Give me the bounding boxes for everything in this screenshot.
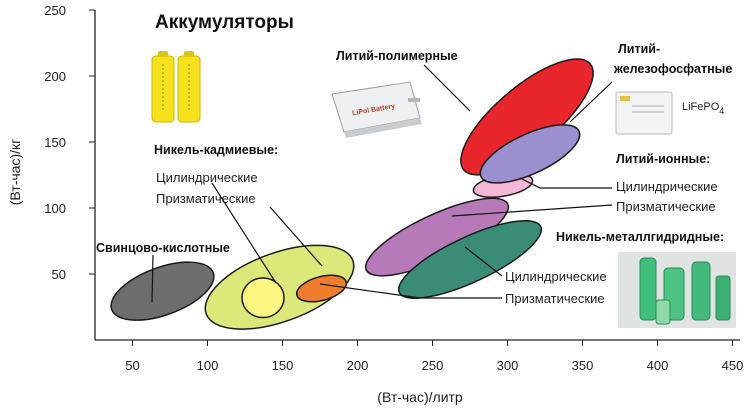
label-nicd-pri: Призматические [156, 191, 256, 206]
battery-regions [110, 58, 594, 330]
region-lifepo4 [479, 124, 581, 184]
x-tick-label: 200 [347, 358, 369, 373]
label-nicd: Никель-кадмиевые: [154, 143, 278, 157]
leader-li-poly [423, 64, 471, 112]
leader-li-ion-pri [451, 204, 613, 217]
leader-lines [151, 64, 613, 303]
label-li-ion: Литий-ионные: [616, 152, 710, 166]
label-li-ion-pri: Призматические [616, 199, 716, 214]
label-lead-acid: Свинцово-кислотные [96, 241, 230, 255]
region-nicd-pri [295, 274, 348, 303]
leader-nimh-pri [319, 283, 502, 299]
label-nimh-cyl: Цилиндрические [505, 269, 607, 284]
leader-nicd-cyl [211, 182, 277, 284]
aa-batteries-illustration [151, 51, 201, 123]
y-tick-label: 100 [44, 201, 66, 216]
nimh-illustration [618, 252, 736, 328]
region-nimh-cyl [397, 219, 543, 299]
x-tick-label: 50 [125, 358, 139, 373]
region-nicd-cyl [241, 277, 285, 319]
chart-title: Аккумуляторы [155, 12, 294, 33]
label-nimh: Никель-металлгидридные: [556, 230, 724, 244]
leader-li-ion-cyl [519, 177, 612, 189]
axes [94, 10, 740, 341]
leader-lead-acid [151, 254, 154, 303]
lifepo4-badge-main: LiFePO [682, 101, 720, 113]
x-tick-label: 350 [572, 358, 594, 373]
y-tick-labels: 50 100 150 200 250 [44, 3, 95, 282]
x-tick-label: 150 [272, 358, 294, 373]
leader-nimh-cyl [464, 246, 503, 277]
label-nicd-cyl: Цилиндрические [156, 170, 258, 185]
leader-lifepo4 [569, 81, 613, 123]
leader-nicd-pri [269, 206, 323, 267]
x-tick-label: 100 [197, 358, 219, 373]
lipo-battery-illustration: LiPol Battery [331, 81, 422, 138]
label-li-poly: Литий-полимерные [336, 49, 458, 63]
label-lifepo4-line1: Литий- [618, 42, 660, 56]
lifepo4-badge: LiFePO4 [682, 101, 724, 116]
lifepo4-badge-sub: 4 [719, 106, 724, 116]
label-nimh-pri: Призматические [505, 291, 605, 306]
label-li-ion-cyl: Цилиндрические [616, 179, 718, 194]
y-tick-label: 250 [44, 3, 66, 18]
x-tick-label: 450 [722, 358, 744, 373]
x-axis-title: (Вт-час)/литр [377, 389, 463, 405]
label-lifepo4-line2: железофосфатные [613, 62, 732, 76]
x-tick-labels: 50 100 150 200 250 300 350 400 450 [125, 340, 743, 373]
y-tick-label: 200 [44, 69, 66, 84]
x-tick-label: 300 [497, 358, 519, 373]
region-lead-acid [110, 261, 215, 321]
x-tick-label: 400 [647, 358, 669, 373]
lifepo4-illustration: LiFePO4 [615, 91, 724, 135]
y-tick-label: 50 [52, 267, 66, 282]
x-tick-label: 250 [422, 358, 444, 373]
y-axis-title: (Вт-час)/кг [7, 139, 23, 205]
y-tick-label: 150 [44, 135, 66, 150]
